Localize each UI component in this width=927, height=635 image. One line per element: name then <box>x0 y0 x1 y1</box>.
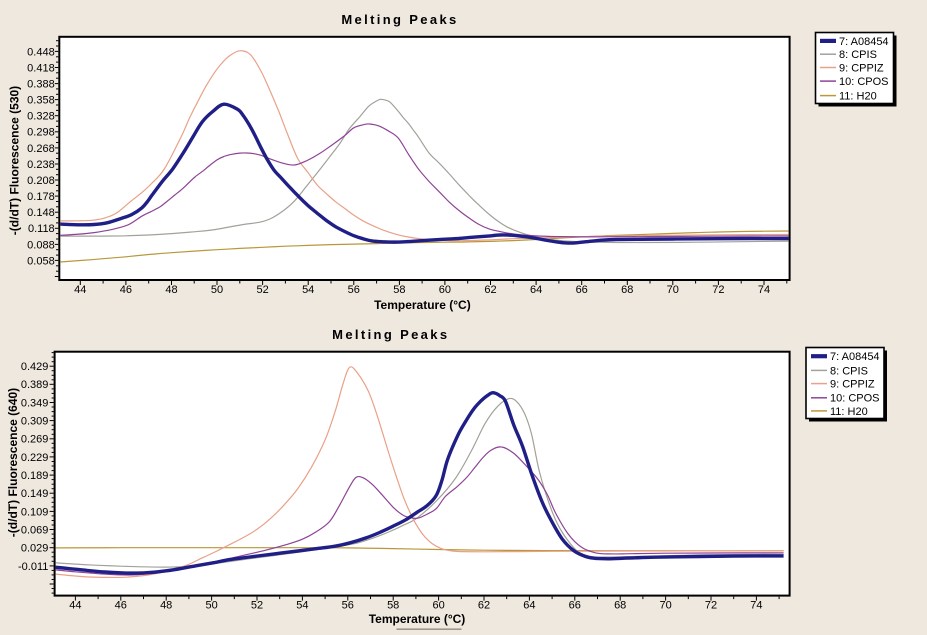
svg-text:-(d/dT) Fluorescence (640): -(d/dT) Fluorescence (640) <box>6 388 20 537</box>
svg-text:0.349: 0.349 <box>21 397 49 409</box>
svg-text:0.358: 0.358 <box>27 95 55 107</box>
svg-text:46: 46 <box>115 600 127 612</box>
svg-text:0.069: 0.069 <box>21 524 49 536</box>
svg-text:-(d/dT) Fluorescence (530): -(d/dT) Fluorescence (530) <box>8 86 22 235</box>
svg-text:0.388: 0.388 <box>27 79 55 91</box>
svg-text:60: 60 <box>439 284 451 296</box>
svg-text:64: 64 <box>530 284 542 296</box>
svg-text:44: 44 <box>69 600 81 612</box>
svg-text:0.178: 0.178 <box>27 191 55 203</box>
svg-text:0.269: 0.269 <box>21 434 49 446</box>
svg-text:54: 54 <box>302 284 314 296</box>
svg-text:62: 62 <box>478 600 490 612</box>
svg-text:11: H20: 11: H20 <box>830 406 868 418</box>
svg-text:50: 50 <box>205 600 217 612</box>
svg-text:60: 60 <box>432 600 444 612</box>
svg-text:Melting Peaks: Melting Peaks <box>332 327 449 342</box>
svg-text:8: CPIS: 8: CPIS <box>839 49 877 61</box>
svg-text:0.208: 0.208 <box>27 175 55 187</box>
svg-text:0.298: 0.298 <box>27 127 55 139</box>
svg-text:68: 68 <box>621 284 633 296</box>
svg-text:0.058: 0.058 <box>27 255 55 267</box>
svg-text:Temperature (°C): Temperature (°C) <box>374 298 471 312</box>
svg-text:48: 48 <box>165 284 177 296</box>
svg-text:10: CPOS: 10: CPOS <box>839 76 889 88</box>
svg-text:0.429: 0.429 <box>21 361 49 373</box>
svg-text:11: H20: 11: H20 <box>839 91 877 103</box>
svg-text:72: 72 <box>705 600 717 612</box>
svg-text:52: 52 <box>251 600 263 612</box>
svg-text:0.148: 0.148 <box>27 207 55 219</box>
svg-text:-0.011: -0.011 <box>18 561 48 573</box>
svg-text:0.309: 0.309 <box>21 416 49 428</box>
svg-text:0.328: 0.328 <box>27 111 55 123</box>
svg-text:0.088: 0.088 <box>27 239 55 251</box>
svg-text:0.448: 0.448 <box>27 46 55 58</box>
svg-text:Melting Peaks: Melting Peaks <box>341 12 458 27</box>
svg-text:48: 48 <box>160 600 172 612</box>
svg-text:58: 58 <box>393 284 405 296</box>
svg-text:0.189: 0.189 <box>21 470 49 482</box>
svg-text:8: CPIS: 8: CPIS <box>830 365 868 377</box>
svg-text:46: 46 <box>120 284 132 296</box>
svg-text:0.109: 0.109 <box>21 506 49 518</box>
svg-text:9: CPPIZ: 9: CPPIZ <box>830 379 875 391</box>
svg-text:66: 66 <box>569 600 581 612</box>
svg-text:0.029: 0.029 <box>21 543 49 555</box>
svg-text:64: 64 <box>523 600 535 612</box>
svg-text:54: 54 <box>296 600 308 612</box>
svg-text:0.118: 0.118 <box>28 223 55 235</box>
svg-text:70: 70 <box>667 284 679 296</box>
svg-text:66: 66 <box>576 284 588 296</box>
svg-text:Temperature (°C): Temperature (°C) <box>369 612 466 626</box>
svg-text:0.389: 0.389 <box>21 379 49 391</box>
svg-text:0.149: 0.149 <box>21 488 49 500</box>
svg-text:7: A08454: 7: A08454 <box>830 351 880 363</box>
svg-text:70: 70 <box>659 600 671 612</box>
svg-text:74: 74 <box>758 284 770 296</box>
svg-text:44: 44 <box>74 284 86 296</box>
svg-text:72: 72 <box>712 284 724 296</box>
svg-text:56: 56 <box>342 600 354 612</box>
svg-text:56: 56 <box>348 284 360 296</box>
svg-text:50: 50 <box>211 284 223 296</box>
svg-text:0.229: 0.229 <box>21 452 49 464</box>
svg-text:52: 52 <box>256 284 268 296</box>
svg-text:9: CPPIZ: 9: CPPIZ <box>839 62 884 74</box>
svg-text:58: 58 <box>387 600 399 612</box>
svg-text:68: 68 <box>614 600 626 612</box>
svg-text:10: CPOS: 10: CPOS <box>830 393 880 405</box>
svg-text:7: A08454: 7: A08454 <box>839 36 889 48</box>
svg-text:0.418: 0.418 <box>27 62 55 74</box>
svg-text:0.268: 0.268 <box>27 143 55 155</box>
svg-text:62: 62 <box>484 284 496 296</box>
svg-text:74: 74 <box>750 600 762 612</box>
svg-text:0.238: 0.238 <box>27 159 55 171</box>
